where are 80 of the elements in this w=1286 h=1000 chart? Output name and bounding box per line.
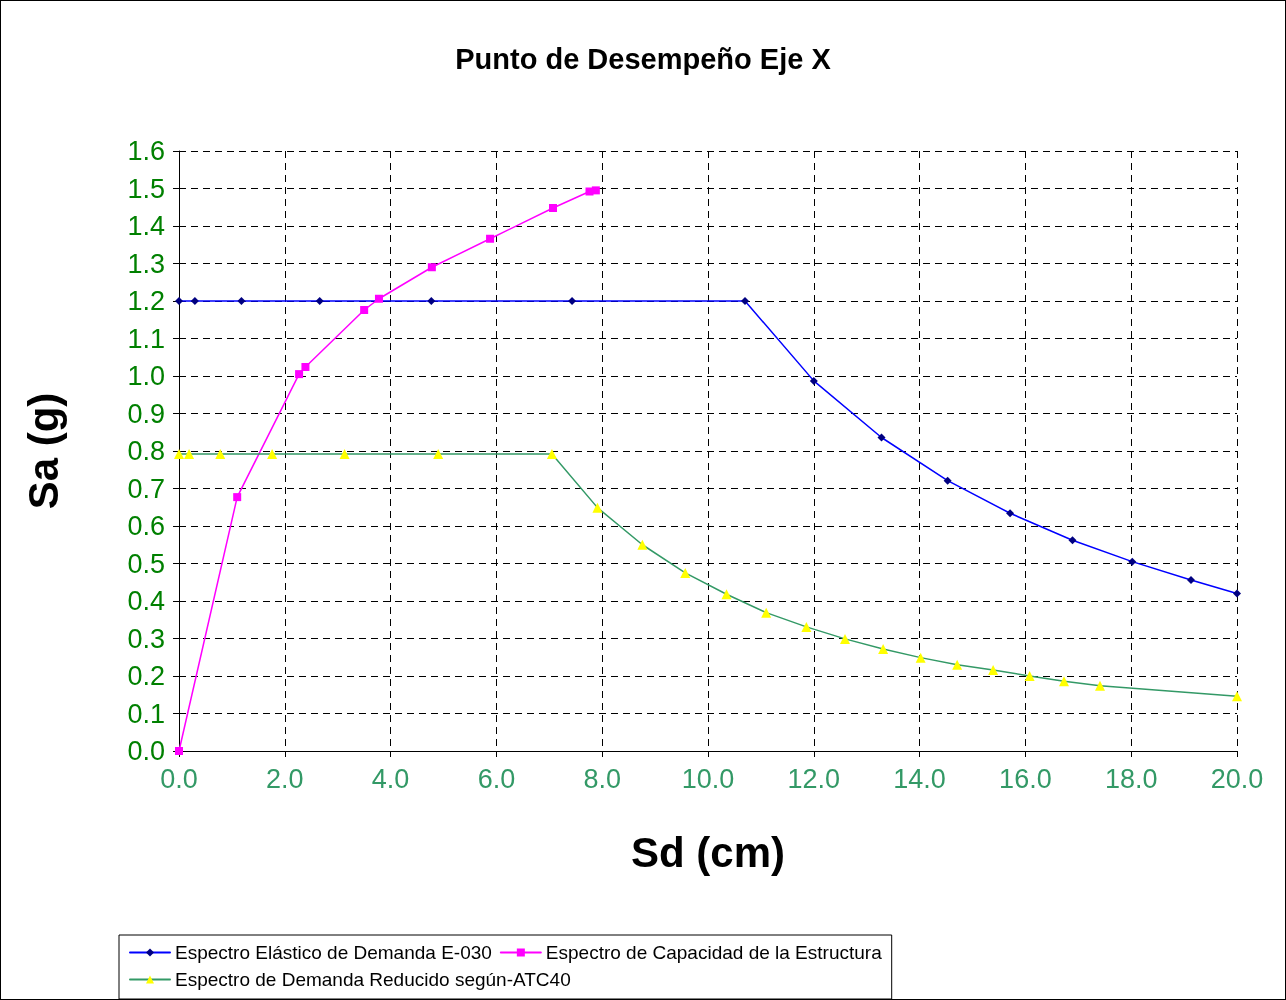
- point: [878, 644, 889, 654]
- point: [591, 186, 600, 195]
- y-tick-label: 0.9: [127, 398, 165, 429]
- point: [486, 234, 495, 243]
- y-tick-label: 1.1: [127, 323, 165, 354]
- y-tick-label: 0.3: [127, 623, 165, 654]
- y-tick-label: 0.5: [127, 548, 165, 579]
- point: [360, 306, 369, 314]
- y-tick-label: 1.4: [127, 211, 165, 241]
- point: [637, 539, 648, 550]
- y-tick-label: 1.5: [127, 173, 165, 204]
- y-tick-label: 1.0: [127, 361, 165, 391]
- point: [549, 204, 557, 212]
- point: [1232, 691, 1242, 702]
- point: [877, 433, 886, 442]
- y-tick-label: 0.7: [127, 473, 165, 504]
- point: [943, 476, 952, 485]
- y-axis-title: Sa (g): [19, 392, 67, 510]
- x-axis-title: Sd (cm): [630, 828, 786, 876]
- point: [1186, 576, 1195, 584]
- y-tick-label: 1.2: [127, 286, 165, 316]
- x-tick-label: 2.0: [266, 763, 304, 794]
- legend-label: Espectro Elástico de Demanda E-030: [175, 942, 492, 963]
- point: [546, 449, 557, 459]
- x-tick-label: 0.0: [160, 763, 198, 794]
- x-tick-label: 16.0: [999, 763, 1052, 794]
- y-tick-label: 0.6: [127, 511, 165, 541]
- x-tick-label: 12.0: [787, 763, 841, 794]
- point: [1233, 589, 1241, 598]
- point: [301, 363, 310, 371]
- point: [295, 370, 304, 379]
- point: [915, 652, 926, 663]
- point: [427, 263, 436, 272]
- x-tick-label: 20.0: [1210, 763, 1264, 794]
- point: [215, 449, 226, 459]
- point: [568, 297, 577, 305]
- point: [339, 449, 350, 459]
- point: [1094, 680, 1105, 691]
- point: [721, 589, 732, 600]
- point: [1128, 557, 1137, 566]
- point: [184, 449, 195, 459]
- point: [809, 376, 818, 385]
- y-tick-label: 0.4: [127, 586, 165, 616]
- point: [267, 449, 278, 459]
- point: [1068, 536, 1077, 545]
- y-tick-label: 0.2: [127, 661, 165, 691]
- point: [952, 659, 963, 670]
- point: [374, 294, 383, 303]
- point: [433, 449, 444, 459]
- point: [840, 633, 851, 644]
- point: [988, 665, 999, 675]
- x-tick-label: 8.0: [583, 763, 621, 794]
- point: [1024, 671, 1035, 681]
- point: [315, 297, 324, 305]
- point: [237, 297, 246, 305]
- point: [1059, 676, 1070, 687]
- point: [761, 607, 772, 618]
- y-tick-label: 0.0: [127, 736, 165, 766]
- y-tick-label: 1.3: [127, 248, 165, 279]
- x-tick-label: 10.0: [681, 763, 735, 794]
- point: [680, 567, 691, 578]
- point: [175, 297, 183, 305]
- y-tick-label: 1.6: [127, 136, 165, 166]
- point: [190, 297, 199, 305]
- point: [1006, 509, 1015, 518]
- point: [801, 621, 812, 632]
- point: [427, 297, 436, 305]
- chart-title: Punto de Desempeño Eje X: [455, 42, 832, 75]
- x-tick-label: 14.0: [893, 763, 946, 794]
- legend-label: Espectro de Capacidad de la Estructura: [545, 942, 883, 963]
- point: [592, 502, 603, 513]
- point: [233, 493, 242, 502]
- point: [174, 449, 184, 459]
- x-tick-label: 4.0: [371, 763, 410, 794]
- x-tick-label: 18.0: [1104, 763, 1158, 794]
- y-tick-label: 0.8: [127, 436, 165, 466]
- x-tick-label: 6.0: [477, 763, 516, 794]
- point: [741, 297, 750, 305]
- legend-label: Espectro de Demanda Reducido según-ATC40: [175, 969, 571, 990]
- y-tick-label: 0.1: [127, 698, 165, 729]
